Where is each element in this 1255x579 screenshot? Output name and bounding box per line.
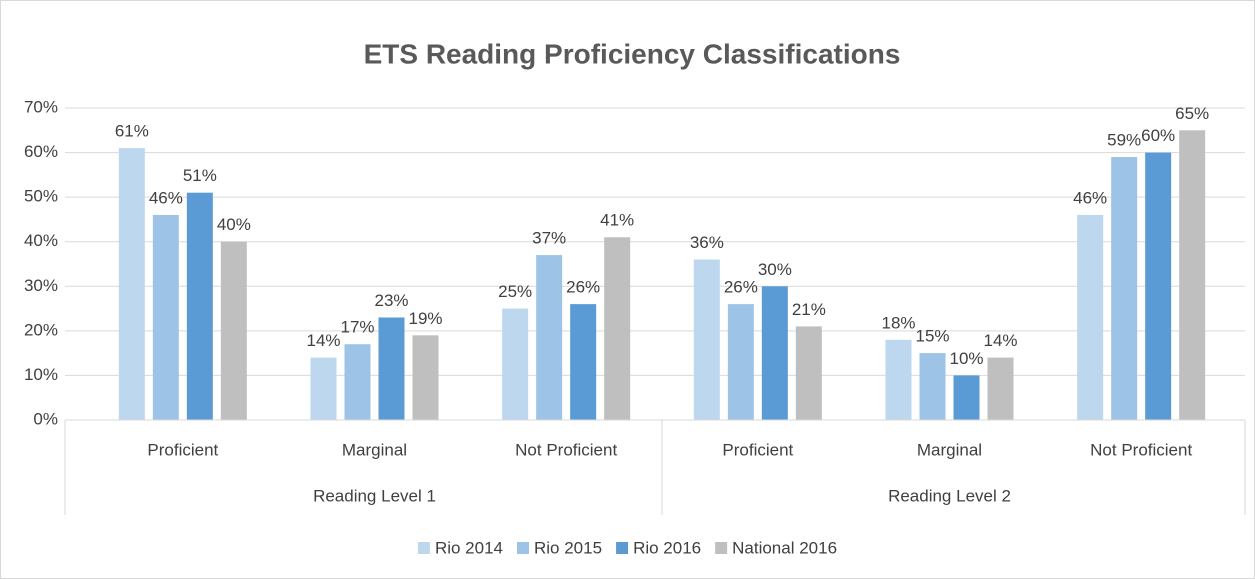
bar xyxy=(727,304,754,420)
bar xyxy=(885,339,912,420)
y-tick-label: 50% xyxy=(24,187,58,206)
y-tick-label: 60% xyxy=(24,142,58,161)
x-tick-label: Marginal xyxy=(917,440,982,459)
y-tick-label: 0% xyxy=(33,409,58,428)
bar xyxy=(1145,152,1172,421)
data-label: 41% xyxy=(600,211,634,230)
data-label: 25% xyxy=(498,282,532,301)
bar xyxy=(604,237,631,420)
data-label: 14% xyxy=(306,331,340,350)
y-tick-label: 10% xyxy=(24,365,58,384)
y-tick-label: 20% xyxy=(24,320,58,339)
data-label: 23% xyxy=(374,291,408,310)
data-label: 46% xyxy=(149,188,183,207)
group-label: Reading Level 1 xyxy=(313,486,436,505)
bar xyxy=(795,326,822,420)
data-label: 37% xyxy=(532,229,566,248)
chart-title: ETS Reading Proficiency Classifications xyxy=(364,38,901,69)
data-label: 59% xyxy=(1107,131,1141,150)
bar xyxy=(953,375,980,420)
bar xyxy=(378,317,405,420)
data-label: 10% xyxy=(949,349,983,368)
group-label: Reading Level 2 xyxy=(888,486,1011,505)
bar xyxy=(220,241,247,420)
y-tick-label: 40% xyxy=(24,231,58,250)
bar xyxy=(118,148,145,420)
data-label: 61% xyxy=(115,122,149,141)
data-label: 26% xyxy=(566,278,600,297)
bar xyxy=(536,255,563,420)
bar xyxy=(310,357,337,420)
legend-label: Rio 2014 xyxy=(435,538,503,557)
bar xyxy=(987,357,1014,420)
legend-swatch xyxy=(715,542,728,554)
bar xyxy=(693,259,720,420)
bar xyxy=(1077,214,1104,420)
y-tick-label: 30% xyxy=(24,276,58,295)
bar xyxy=(344,344,371,420)
legend-swatch xyxy=(517,542,530,554)
x-tick-label: Proficient xyxy=(722,440,793,459)
bar xyxy=(186,192,213,420)
bar xyxy=(570,304,597,420)
legend-label: Rio 2015 xyxy=(534,538,602,557)
y-tick-label: 70% xyxy=(24,97,58,116)
data-label: 36% xyxy=(690,233,724,252)
data-label: 14% xyxy=(983,331,1017,350)
data-label: 65% xyxy=(1175,104,1209,123)
bar xyxy=(1179,130,1206,421)
bar xyxy=(152,214,179,420)
data-label: 46% xyxy=(1073,188,1107,207)
bar xyxy=(761,286,788,420)
x-tick-label: Proficient xyxy=(147,440,218,459)
data-label: 40% xyxy=(217,215,251,234)
legend-swatch xyxy=(417,542,430,554)
data-label: 26% xyxy=(724,278,758,297)
data-label: 18% xyxy=(881,313,915,332)
data-label: 21% xyxy=(792,300,826,319)
x-tick-label: Not Proficient xyxy=(1090,440,1192,459)
data-label: 51% xyxy=(183,166,217,185)
bar xyxy=(919,353,946,420)
data-label: 19% xyxy=(408,309,442,328)
legend-swatch xyxy=(616,542,629,554)
data-label: 60% xyxy=(1141,126,1175,145)
bar xyxy=(502,308,529,420)
data-label: 17% xyxy=(340,318,374,337)
x-tick-label: Not Proficient xyxy=(515,440,617,459)
data-label: 30% xyxy=(758,260,792,279)
x-tick-label: Marginal xyxy=(342,440,407,459)
bar xyxy=(1111,157,1138,420)
legend-label: National 2016 xyxy=(732,538,837,557)
bar xyxy=(412,335,439,420)
legend-label: Rio 2016 xyxy=(633,538,701,557)
data-label: 15% xyxy=(915,327,949,346)
